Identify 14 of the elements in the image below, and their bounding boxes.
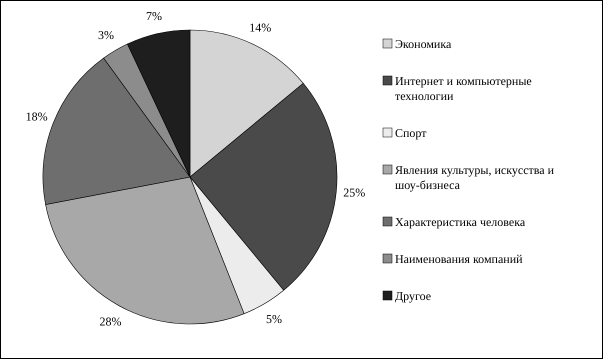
data-label: 28% (100, 314, 122, 329)
data-label: 14% (249, 20, 272, 35)
data-label: 5% (266, 312, 282, 326)
legend-label: Экономика (395, 37, 452, 51)
data-label: 18% (26, 109, 48, 124)
legend-label: Спорт (395, 126, 428, 140)
data-label: 3% (98, 28, 114, 42)
legend-label: Наименования компаний (395, 252, 524, 266)
data-label: 7% (146, 8, 162, 23)
legend-label: Интернет и компьютерные технологии (395, 74, 532, 103)
data-label: 25% (343, 186, 366, 200)
legend-label: Другое (395, 289, 432, 303)
legend-label: Характеристика человека (395, 215, 526, 229)
legend-label: Явления культуры, искусства и шоу-бизнеса (395, 163, 555, 192)
